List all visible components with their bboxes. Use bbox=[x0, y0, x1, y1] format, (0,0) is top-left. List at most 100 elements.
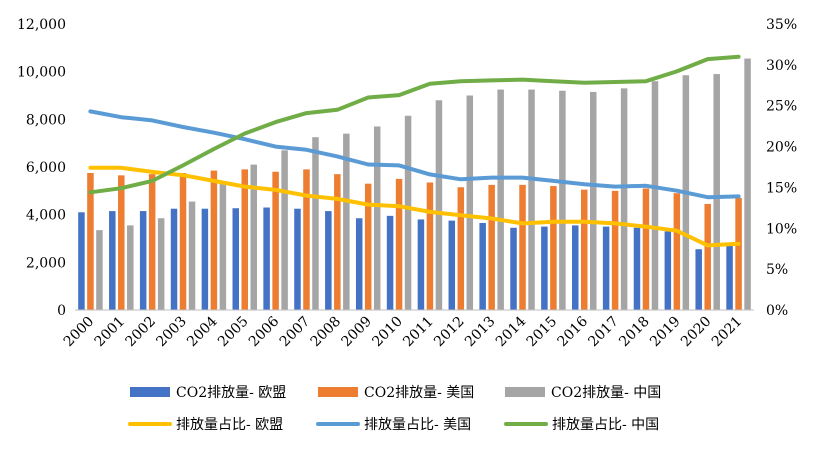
left-axis-tick-label: 4,000 bbox=[26, 208, 66, 224]
x-axis-tick-labels: 2000200120022003200420052006200720082009… bbox=[61, 313, 746, 350]
bar-CO2排放量- 欧盟-2014 bbox=[510, 227, 517, 310]
bar-CO2排放量- 中国-2002 bbox=[157, 218, 165, 310]
bar-CO2排放量- 中国-2006 bbox=[281, 150, 288, 310]
x-axis-tick-label: 2019 bbox=[647, 314, 684, 351]
right-axis-tick-label: 20% bbox=[766, 140, 797, 156]
bar-CO2排放量- 中国-2011 bbox=[435, 100, 443, 311]
bar-CO2排放量- 欧盟-2015 bbox=[541, 226, 548, 310]
line-排放量占比- 中国 bbox=[88, 54, 741, 195]
x-axis-tick-label: 2010 bbox=[369, 314, 406, 351]
bar-CO2排放量- 欧盟-2012 bbox=[448, 220, 456, 310]
bar-CO2排放量- 欧盟-2006 bbox=[263, 207, 270, 310]
x-axis-tick-label: 2017 bbox=[585, 314, 622, 351]
x-axis-tick-label: 2008 bbox=[308, 314, 345, 351]
right-axis-tick-label: 35% bbox=[766, 17, 797, 33]
bar-CO2排放量- 欧盟-2020 bbox=[695, 249, 702, 310]
x-axis-tick-label: 2002 bbox=[122, 314, 159, 351]
right-axis-ticks: 0% 5% 10% 15% 20% 25% 30% 35% bbox=[766, 17, 797, 319]
x-axis-tick-label: 2021 bbox=[709, 314, 746, 351]
x-axis-tick-label: 2006 bbox=[246, 313, 283, 350]
bar-CO2排放量- 中国-2020 bbox=[713, 74, 720, 310]
right-axis-tick-label: 30% bbox=[766, 58, 797, 74]
x-axis-tick-label: 2007 bbox=[277, 314, 314, 351]
bar-CO2排放量- 欧盟-2007 bbox=[294, 208, 301, 310]
legend-swatch-CO2排放量- 中国 bbox=[505, 387, 545, 397]
left-axis-tick-label: 2,000 bbox=[26, 255, 66, 271]
bar-CO2排放量- 中国-2000 bbox=[96, 230, 103, 310]
x-axis-tick-label: 2011 bbox=[400, 314, 437, 351]
left-axis-tick-label: 12,000 bbox=[17, 17, 66, 33]
right-axis-tick-label: 25% bbox=[766, 99, 797, 115]
bar-CO2排放量- 中国-2003 bbox=[188, 201, 196, 310]
left-axis-tick-label: 6,000 bbox=[26, 160, 66, 176]
bar-CO2排放量- 欧盟-2021 bbox=[726, 245, 733, 310]
right-axis-tick-label: 5% bbox=[766, 262, 788, 278]
right-axis-tick-label: 0% bbox=[766, 303, 788, 319]
bar-CO2排放量- 欧盟-2005 bbox=[232, 208, 239, 310]
bar-CO2排放量- 中国-2012 bbox=[466, 95, 474, 310]
bar-CO2排放量- 欧盟-2009 bbox=[355, 218, 363, 310]
bar-CO2排放量- 中国-2018 bbox=[651, 81, 659, 310]
left-axis-tick-label: 8,000 bbox=[26, 112, 66, 128]
bar-CO2排放量- 美国-2014 bbox=[519, 184, 526, 310]
bar-CO2排放量- 中国-2021 bbox=[744, 58, 751, 310]
x-axis-tick-label: 2013 bbox=[462, 314, 499, 351]
legend-label-CO2排放量- 美国: CO2排放量- 美国 bbox=[364, 385, 474, 401]
bar-CO2排放量- 美国-2012 bbox=[457, 187, 465, 310]
bar-CO2排放量- 中国-2013 bbox=[497, 89, 504, 311]
bar-CO2排放量- 欧盟-2002 bbox=[139, 211, 147, 310]
legend-label-排放量占比- 欧盟: 排放量占比- 欧盟 bbox=[176, 417, 283, 433]
x-axis-tick-label: 2003 bbox=[153, 314, 190, 351]
bar-CO2排放量- 欧盟-2019 bbox=[664, 231, 672, 310]
bar-CO2排放量- 欧盟-2017 bbox=[602, 226, 610, 310]
bar-CO2排放量- 美国-2008 bbox=[334, 174, 341, 310]
legend-label-排放量占比- 美国: 排放量占比- 美国 bbox=[364, 417, 471, 433]
bar-CO2排放量- 中国-2008 bbox=[343, 133, 350, 310]
bar-CO2排放量- 美国-2002 bbox=[148, 174, 156, 310]
bar-CO2排放量- 美国-2001 bbox=[118, 175, 125, 310]
bar-CO2排放量- 中国-2017 bbox=[620, 88, 628, 310]
bar-CO2排放量- 中国-2015 bbox=[559, 90, 566, 310]
bar-CO2排放量- 中国-2010 bbox=[404, 115, 412, 310]
bar-CO2排放量- 中国-2001 bbox=[127, 225, 134, 310]
x-axis-tick-label: 2014 bbox=[493, 313, 530, 350]
line-marks bbox=[88, 54, 741, 248]
x-axis-tick-label: 2016 bbox=[555, 313, 592, 350]
line-排放量占比- 美国 bbox=[88, 109, 741, 200]
bar-CO2排放量- 美国-2019 bbox=[673, 193, 681, 310]
x-axis-tick-label: 2020 bbox=[678, 314, 715, 351]
bar-CO2排放量- 美国-2017 bbox=[611, 190, 619, 310]
x-axis-tick-label: 2015 bbox=[524, 314, 561, 351]
bar-CO2排放量- 中国-2004 bbox=[219, 183, 227, 310]
bar-CO2排放量- 美国-2006 bbox=[272, 171, 279, 310]
legend-label-CO2排放量- 欧盟: CO2排放量- 欧盟 bbox=[176, 385, 286, 401]
bar-CO2排放量- 中国-2009 bbox=[373, 126, 381, 310]
bar-CO2排放量- 欧盟-2003 bbox=[170, 208, 178, 310]
bar-CO2排放量- 美国-2004 bbox=[210, 170, 218, 310]
bar-CO2排放量- 欧盟-2008 bbox=[325, 211, 332, 310]
bar-CO2排放量- 中国-2014 bbox=[528, 89, 535, 311]
bar-marks bbox=[78, 58, 751, 311]
bar-CO2排放量- 中国-2016 bbox=[590, 91, 597, 310]
x-axis-tick-label: 2012 bbox=[431, 314, 468, 351]
legend-swatch-CO2排放量- 美国 bbox=[318, 387, 358, 397]
bar-CO2排放量- 欧盟-2001 bbox=[109, 211, 116, 310]
left-axis-ticks: 0 2,000 4,000 6,000 8,000 10,000 12,000 bbox=[17, 17, 66, 319]
bar-CO2排放量- 美国-2009 bbox=[364, 183, 372, 310]
legend-label-CO2排放量- 中国: CO2排放量- 中国 bbox=[551, 385, 661, 401]
bar-CO2排放量- 美国-2013 bbox=[488, 184, 495, 310]
bar-CO2排放量- 欧盟-2000 bbox=[78, 212, 85, 310]
x-axis-tick-label: 2004 bbox=[184, 313, 221, 350]
x-axis-tick-label: 2000 bbox=[61, 314, 98, 351]
bar-CO2排放量- 美国-2020 bbox=[704, 203, 711, 310]
x-axis-tick-label: 2018 bbox=[616, 314, 653, 351]
x-axis-tick-label: 2009 bbox=[339, 314, 376, 351]
bar-CO2排放量- 美国-2007 bbox=[303, 169, 310, 310]
right-axis-tick-label: 15% bbox=[766, 180, 797, 196]
bar-CO2排放量- 欧盟-2011 bbox=[417, 219, 425, 310]
legend-swatch-CO2排放量- 欧盟 bbox=[130, 387, 170, 397]
right-axis-tick-label: 10% bbox=[766, 221, 797, 237]
bar-CO2排放量- 美国-2016 bbox=[581, 189, 588, 310]
